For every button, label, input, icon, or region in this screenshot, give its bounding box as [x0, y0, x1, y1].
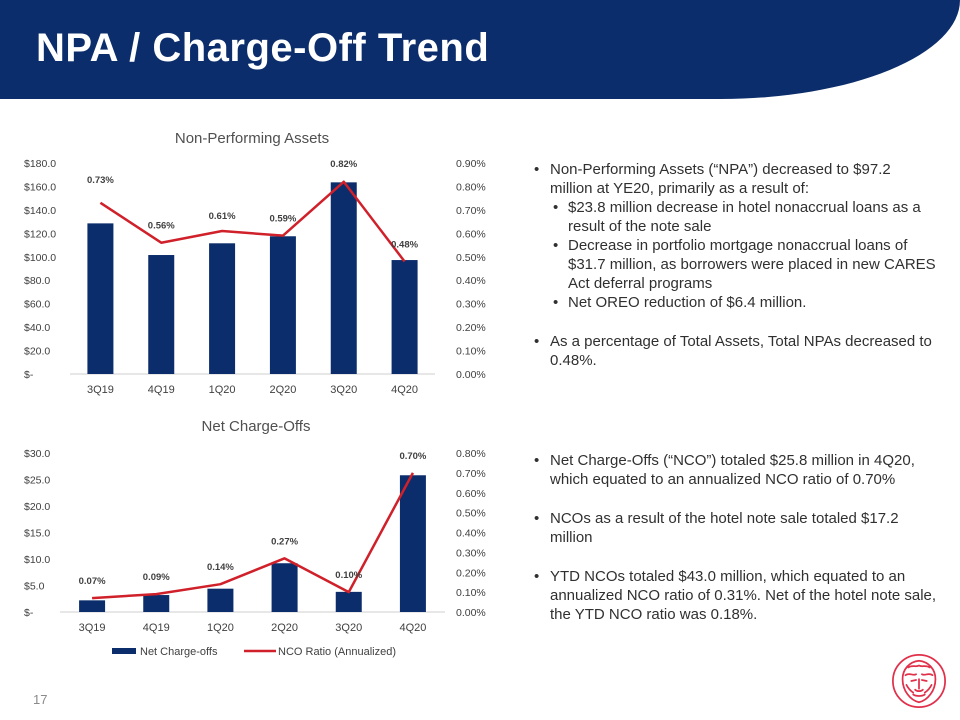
- y2-axis-tick-label: 0.80%: [456, 448, 486, 460]
- chart-title: Net Charge-Offs: [202, 418, 311, 435]
- x-axis-tick-label: 2Q20: [269, 384, 296, 396]
- bar: [335, 591, 362, 612]
- ratio-data-label: 0.61%: [209, 211, 236, 222]
- bar: [79, 600, 106, 612]
- bar: [330, 182, 357, 374]
- ratio-data-label: 0.09%: [143, 572, 170, 583]
- ratio-data-label: 0.48%: [391, 239, 418, 250]
- nco-chart: Net Charge-Offs $- $5.0 $10.0 $15.0 $20.0 $25.…: [24, 418, 486, 658]
- y-axis-tick-label: $20.0: [24, 346, 50, 358]
- bar: [399, 475, 426, 612]
- x-axis-tick-label: 3Q20: [330, 384, 357, 396]
- legend-bar-label: Net Charge-offs: [140, 646, 218, 658]
- ratio-data-label: 0.59%: [269, 214, 296, 225]
- y-axis-tick-label: $15.0: [24, 528, 50, 540]
- y-axis-tick-label: $140.0: [24, 205, 56, 217]
- bar: [391, 260, 418, 374]
- y2-axis-tick-label: 0.70%: [456, 205, 486, 217]
- npa-chart: Non-Performing Assets $- $20.0 $40.0 $60.0 $8…: [24, 130, 486, 396]
- bar: [143, 595, 170, 612]
- ratio-data-label: 0.27%: [271, 536, 298, 547]
- page-title: NPA / Charge-Off Trend: [36, 26, 490, 70]
- x-axis-tick-label: 1Q20: [209, 384, 236, 396]
- y2-axis-tick-label: 0.10%: [456, 587, 486, 599]
- bar: [87, 223, 114, 374]
- nco-bullet: Net Charge-Offs (“NCO”) totaled $25.8 mi…: [532, 451, 937, 489]
- y2-axis-tick-label: 0.30%: [456, 547, 486, 559]
- page-number: 17: [33, 692, 48, 707]
- npa-sub-bullet: $23.8 million decrease in hotel nonaccru…: [532, 198, 937, 236]
- ratio-data-label: 0.73%: [87, 175, 114, 186]
- legend-bar-swatch: [112, 648, 136, 654]
- x-axis-tick-label: 3Q20: [335, 622, 362, 634]
- y2-axis-tick-label: 0.10%: [456, 346, 486, 358]
- nco-commentary: Net Charge-Offs (“NCO”) totaled $25.8 mi…: [532, 451, 937, 624]
- y2-axis-tick-label: 0.30%: [456, 299, 486, 311]
- y-axis-tick-label: $100.0: [24, 252, 56, 264]
- npa-bullet: Non-Performing Assets (“NPA”) decreased …: [532, 160, 937, 198]
- y2-axis-tick-label: 0.50%: [456, 252, 486, 264]
- y-axis-tick-label: $-: [24, 369, 34, 381]
- chart-title: Non-Performing Assets: [175, 130, 329, 147]
- y2-axis-tick-label: 0.40%: [456, 275, 486, 287]
- y-axis-tick-label: $20.0: [24, 501, 50, 513]
- ratio-data-label: 0.70%: [399, 451, 426, 462]
- x-axis-tick-label: 3Q19: [79, 622, 106, 634]
- npa-sub-bullet: Net OREO reduction of $6.4 million.: [532, 293, 937, 312]
- y-axis-tick-label: $25.0: [24, 475, 50, 487]
- ratio-data-label: 0.56%: [148, 221, 175, 232]
- y2-axis-tick-label: 0.50%: [456, 508, 486, 520]
- x-axis-tick-label: 2Q20: [271, 622, 298, 634]
- ratio-data-label: 0.14%: [207, 562, 234, 573]
- legend-line-label: NCO Ratio (Annualized): [278, 646, 396, 658]
- ratio-line: [99, 180, 406, 263]
- ratio-data-label: 0.07%: [79, 576, 106, 587]
- y-axis-tick-label: $120.0: [24, 228, 56, 240]
- y-axis-tick-label: $80.0: [24, 275, 50, 287]
- y2-axis-tick-label: 0.40%: [456, 528, 486, 540]
- bar: [207, 588, 234, 612]
- y-axis-tick-label: $30.0: [24, 448, 50, 460]
- y-axis-tick-label: $10.0: [24, 554, 50, 566]
- nco-bullet: YTD NCOs totaled $43.0 million, which eq…: [532, 567, 937, 624]
- npa-sub-bullet: Decrease in portfolio mortgage nonaccrua…: [532, 236, 937, 293]
- y2-axis-tick-label: 0.80%: [456, 181, 486, 193]
- bar: [271, 563, 298, 612]
- bar: [269, 236, 296, 374]
- nco-bullet: NCOs as a result of the hotel note sale …: [532, 509, 937, 547]
- lion-crest-icon: [892, 654, 946, 708]
- x-axis-tick-label: 4Q19: [148, 384, 175, 396]
- y2-axis-tick-label: 0.20%: [456, 322, 486, 334]
- y2-axis-tick-label: 0.00%: [456, 369, 486, 381]
- bar: [209, 243, 236, 374]
- y-axis-tick-label: $60.0: [24, 299, 50, 311]
- y2-axis-tick-label: 0.70%: [456, 468, 486, 480]
- y-axis-tick-label: $180.0: [24, 158, 56, 170]
- npa-commentary: Non-Performing Assets (“NPA”) decreased …: [532, 160, 937, 370]
- y-axis-tick-label: $160.0: [24, 181, 56, 193]
- bar: [148, 255, 175, 374]
- x-axis-tick-label: 3Q19: [87, 384, 114, 396]
- y-axis-tick-label: $40.0: [24, 322, 50, 334]
- x-axis-tick-label: 4Q20: [391, 384, 418, 396]
- ratio-data-label: 0.82%: [330, 159, 357, 170]
- y2-axis-tick-label: 0.60%: [456, 488, 486, 500]
- ratio-line: [92, 472, 415, 600]
- y2-axis-tick-label: 0.20%: [456, 567, 486, 579]
- x-axis-tick-label: 1Q20: [207, 622, 234, 634]
- y2-axis-tick-label: 0.60%: [456, 228, 486, 240]
- y-axis-tick-label: $5.0: [24, 581, 45, 593]
- y2-axis-tick-label: 0.90%: [456, 158, 486, 170]
- npa-bullet: As a percentage of Total Assets, Total N…: [532, 332, 937, 370]
- y2-axis-tick-label: 0.00%: [456, 607, 486, 619]
- y-axis-tick-label: $-: [24, 607, 34, 619]
- header-banner: NPA / Charge-Off Trend: [0, 0, 960, 99]
- ratio-data-label: 0.10%: [335, 570, 362, 581]
- x-axis-tick-label: 4Q20: [399, 622, 426, 634]
- x-axis-tick-label: 4Q19: [143, 622, 170, 634]
